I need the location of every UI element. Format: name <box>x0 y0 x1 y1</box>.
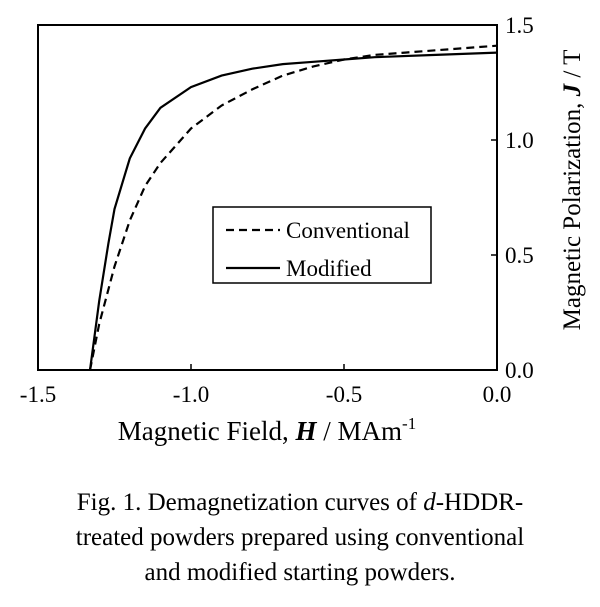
caption-line: and modified starting powders. <box>144 559 455 586</box>
caption-text: Fig. 1. Demagnetization curves of <box>77 489 423 516</box>
caption-line: Fig. 1. Demagnetization curves of d-HDDR… <box>77 489 523 516</box>
x-tick-label: 0.0 <box>483 382 512 407</box>
x-label-var: H <box>295 416 318 446</box>
legend-box <box>212 206 432 284</box>
x-label-unit: / MAm <box>317 416 403 446</box>
y-tick-label: 0.0 <box>505 358 534 383</box>
x-tick-label: -0.5 <box>326 382 362 407</box>
caption-line: treated powders prepared using conventio… <box>76 524 525 551</box>
y-tick-label: 1.5 <box>505 13 534 38</box>
y-tick-label: 1.0 <box>505 128 534 153</box>
plot-frame <box>37 24 498 371</box>
x-label-sup: -1 <box>402 414 416 433</box>
y-tick-label: 0.5 <box>505 243 534 268</box>
x-tick-label: -1.0 <box>173 382 209 407</box>
series-line <box>88 51 498 371</box>
y-label-text: Magnetic Polarization, <box>559 96 586 330</box>
series-line <box>88 44 498 371</box>
caption-italic: d <box>423 489 436 516</box>
legend-label: Conventional <box>286 218 410 243</box>
x-axis-label: Magnetic Field, H / MAm-1 <box>118 414 416 446</box>
x-tick-label: -1.5 <box>20 382 56 407</box>
y-axis-label: Magnetic Polarization, J / T <box>559 50 586 331</box>
x-label-text: Magnetic Field, <box>118 416 296 446</box>
caption-text: -HDDR- <box>436 489 524 516</box>
legend-label: Modified <box>286 256 372 281</box>
y-label-unit: / T <box>559 50 586 84</box>
y-label-var: J <box>559 82 586 97</box>
